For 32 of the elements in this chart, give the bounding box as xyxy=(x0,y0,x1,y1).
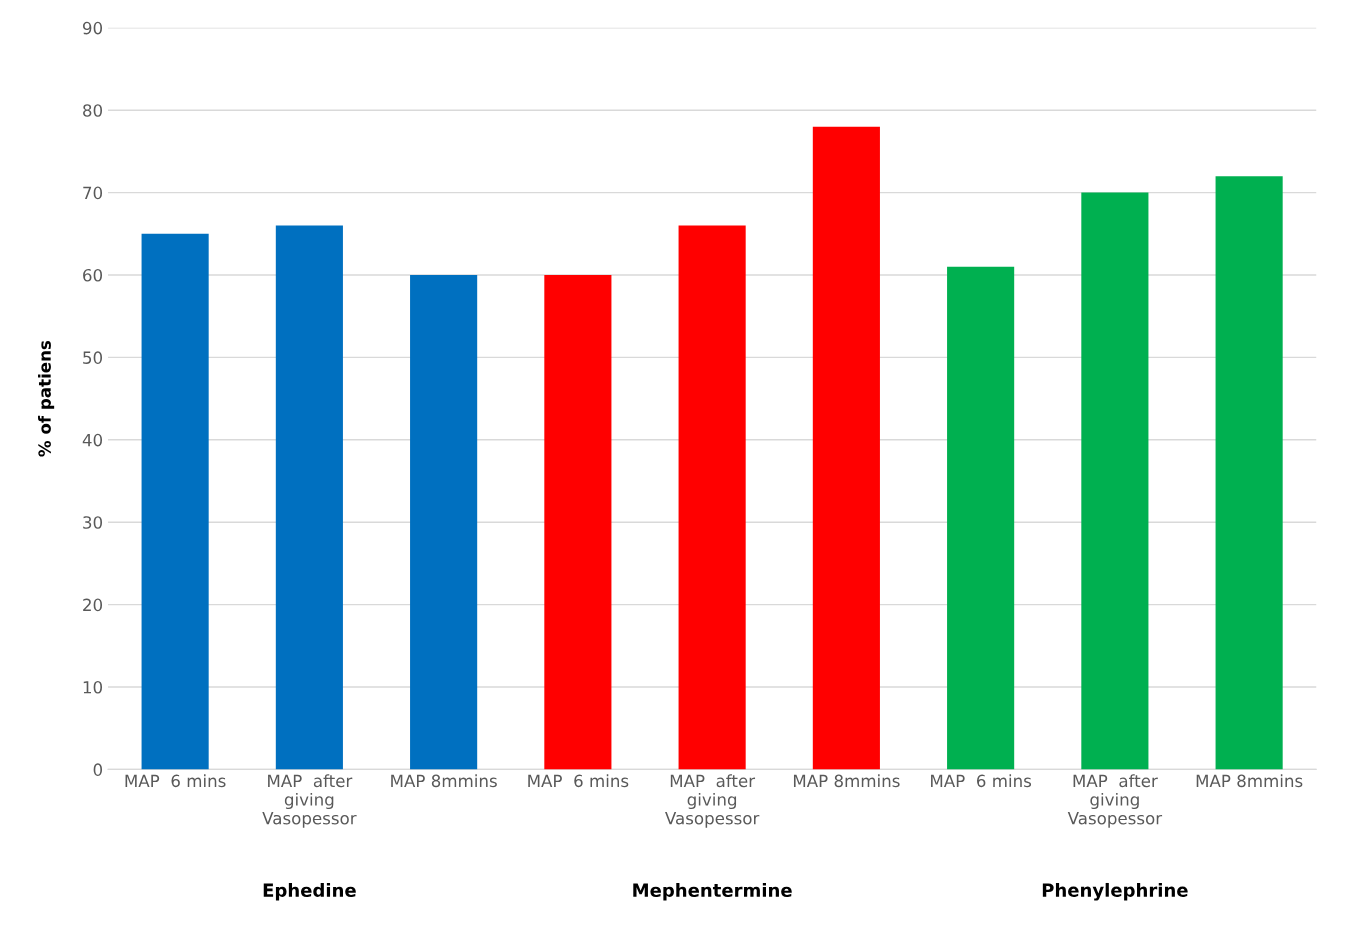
x-tick-label: MAP 6 mins xyxy=(125,774,226,788)
bar xyxy=(1081,192,1149,770)
x-tick-label: MAP after giving Vasopessor xyxy=(262,774,357,828)
y-tick-label: 10 xyxy=(83,680,103,694)
text: Mephentermine xyxy=(633,883,792,901)
y-tick-label: 0 xyxy=(93,763,103,776)
bar xyxy=(812,126,880,770)
x-tick-label: MAP 8mmins xyxy=(1196,774,1303,788)
x-tick-label: MAP after giving Vasopessor xyxy=(665,774,760,828)
x-tick-label: MAP 8mmins xyxy=(793,774,900,788)
text: Phenylephrine xyxy=(1042,882,1188,901)
bar xyxy=(141,233,209,770)
bar xyxy=(1215,176,1283,770)
bar xyxy=(410,275,478,770)
y-tick-label: 20 xyxy=(83,598,103,612)
y-tick-label: 30 xyxy=(83,516,103,529)
y-tick-label: 50 xyxy=(83,351,103,364)
x-tick-label: MAP after giving Vasopessor xyxy=(1067,774,1163,828)
y-axis-title: % of patiens xyxy=(38,340,55,457)
y-tick-label: 80 xyxy=(83,104,103,117)
x-tick-label: MAP 6 mins xyxy=(931,774,1032,788)
text: Ephedine xyxy=(263,883,356,901)
x-tick-label: MAP 8mmins xyxy=(391,774,497,788)
bar xyxy=(275,225,343,770)
x-tick-label: MAP 6 mins xyxy=(528,774,629,788)
y-tick-label: 60 xyxy=(83,268,103,282)
y-tick-label: 90 xyxy=(82,21,103,35)
bar xyxy=(947,266,1015,770)
y-tick-label: 70 xyxy=(83,186,103,200)
y-tick-label: 40 xyxy=(82,433,103,447)
bar xyxy=(544,275,612,770)
bar xyxy=(678,225,746,770)
